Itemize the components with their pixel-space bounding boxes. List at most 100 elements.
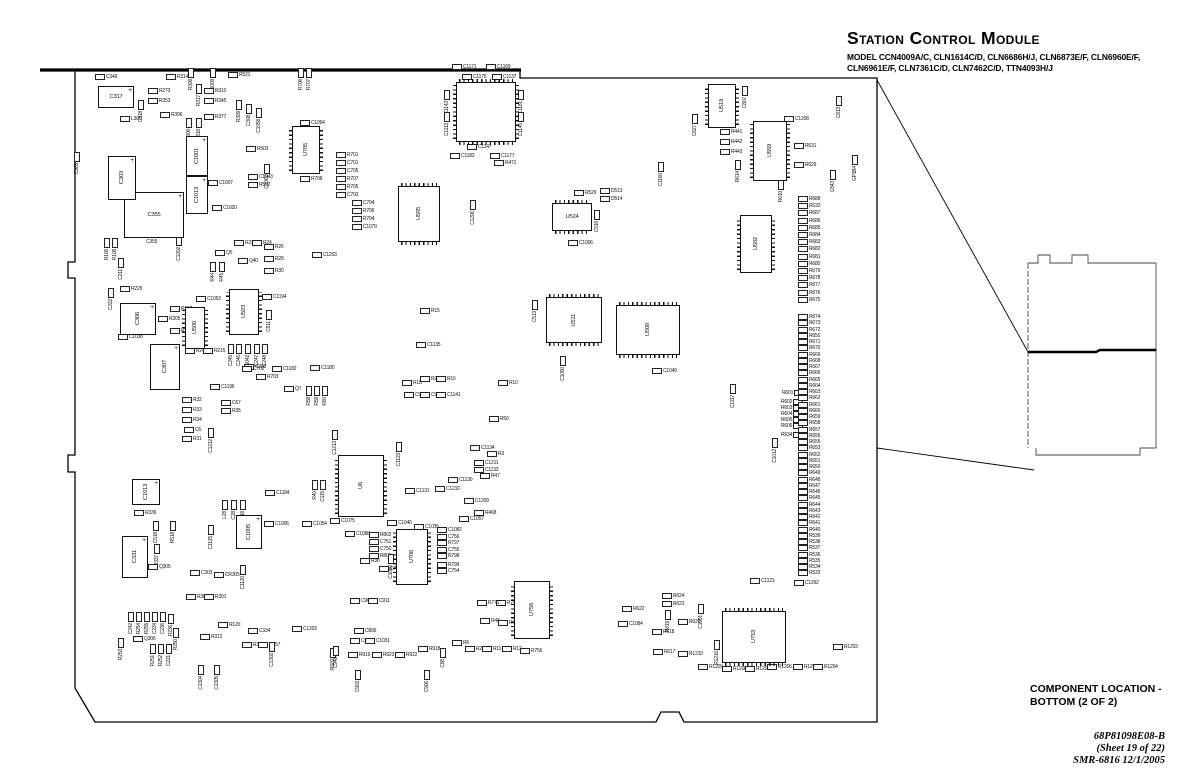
component-body: [830, 170, 836, 180]
component-body: [148, 98, 158, 104]
component-body: [798, 297, 808, 303]
component-body: [798, 383, 808, 389]
component-r251: R251: [150, 644, 156, 666]
component-body: [448, 477, 458, 483]
component-body: [264, 244, 274, 250]
component-body: [133, 636, 143, 642]
component-r302: R302: [186, 594, 208, 600]
component-label: R60: [321, 397, 328, 406]
ic-label: C355: [147, 212, 161, 218]
component-body: [218, 622, 228, 628]
component-body: [320, 480, 326, 490]
component-body: [798, 545, 808, 551]
component-c827: C827: [692, 114, 698, 136]
component-label: R529: [585, 189, 597, 196]
component-label: R252: [157, 655, 164, 667]
component-body: [395, 652, 405, 658]
component-r1208: R1208: [722, 666, 747, 672]
component-body: [256, 374, 266, 380]
component-c1049: C1049: [652, 368, 677, 374]
polarity-plus-mark: +: [154, 480, 158, 487]
component-r310: R310: [204, 88, 226, 94]
component-label: C1075: [341, 517, 355, 524]
component-label: R640: [809, 526, 821, 533]
component-label: R669: [809, 351, 821, 358]
polarity-plus-mark: +: [178, 193, 182, 200]
component-label: R662: [809, 394, 821, 401]
component-r682: R682: [798, 246, 820, 252]
component-body: [594, 210, 600, 220]
component-c1143: C1143: [444, 90, 450, 114]
ic-c306: C306 +: [120, 303, 156, 335]
component-body: [284, 386, 294, 392]
component-body: [798, 218, 808, 224]
component-body: [798, 364, 808, 370]
component-body: [203, 348, 213, 354]
component-label: C1209: [475, 497, 489, 504]
component-label: R2: [476, 645, 482, 652]
component-label: C1007: [219, 179, 233, 186]
component-label: C1210: [446, 485, 460, 492]
ic-u753: U753: [722, 608, 786, 666]
component-label: C1090: [559, 367, 566, 381]
component-body: [678, 619, 688, 625]
component-r16: R16: [436, 376, 456, 382]
component-c1054: C1054: [302, 521, 327, 527]
component-label: C1194: [273, 293, 287, 300]
component-body: [258, 642, 268, 648]
component-body: [262, 344, 268, 354]
component-c1006: C1006: [264, 521, 289, 527]
component-label: R16: [447, 375, 456, 382]
component-d514: D514: [600, 196, 622, 202]
component-label: C1035: [425, 523, 439, 530]
component-r683: R683: [798, 239, 820, 245]
component-body: [190, 570, 200, 576]
component-label: C756: [448, 533, 460, 540]
component-r705: R705: [336, 184, 358, 190]
component-r1210: R1210: [678, 651, 703, 657]
component-body: [196, 84, 202, 94]
component-body: [314, 386, 320, 396]
component-label: C242: [127, 623, 134, 635]
manual-and-date: SMR-6816 12/1/2005: [1073, 755, 1165, 767]
component-body: [138, 100, 144, 110]
component-body: [444, 90, 450, 100]
component-label: R59: [313, 397, 320, 406]
component-body: [474, 460, 484, 466]
component-label: C1182: [283, 365, 297, 372]
component-body: [798, 558, 808, 564]
component-body: [720, 129, 730, 135]
component-body: [487, 451, 497, 457]
component-body: [798, 196, 808, 202]
component-label: R1203: [844, 643, 858, 650]
component-body: [490, 153, 500, 159]
component-label: C843: [829, 181, 836, 193]
component-c1160: C1160: [658, 162, 664, 186]
component-label: C6: [195, 426, 201, 433]
component-r538: R538: [798, 539, 820, 545]
component-r28: R28: [264, 256, 284, 262]
component-c1292: C1292: [794, 580, 819, 586]
component-body: [498, 620, 508, 626]
component-label: R682: [809, 245, 821, 252]
component-r666: R666: [798, 370, 820, 376]
component-body: [345, 531, 355, 537]
ic-label: C331: [132, 550, 138, 564]
component-r687: R687: [798, 210, 820, 216]
component-label: R668: [809, 357, 821, 364]
component-c1177: C1177: [490, 153, 515, 159]
component-label: R918: [429, 645, 441, 652]
component-label: C88: [439, 659, 446, 668]
component-body: [112, 238, 118, 248]
component-label: R538: [809, 538, 821, 545]
component-label: R677: [809, 281, 821, 288]
component-label: R44: [209, 273, 216, 282]
component-c1211: C1211: [474, 460, 499, 466]
component-c1213: C1213: [332, 430, 338, 455]
component-label: C202: [255, 363, 267, 370]
component-label: C234: [151, 623, 158, 635]
component-label: R441: [731, 128, 743, 135]
component-c1130: C1130: [448, 477, 473, 483]
page-title: Station Control Module: [847, 28, 1040, 48]
component-body: [182, 417, 192, 423]
